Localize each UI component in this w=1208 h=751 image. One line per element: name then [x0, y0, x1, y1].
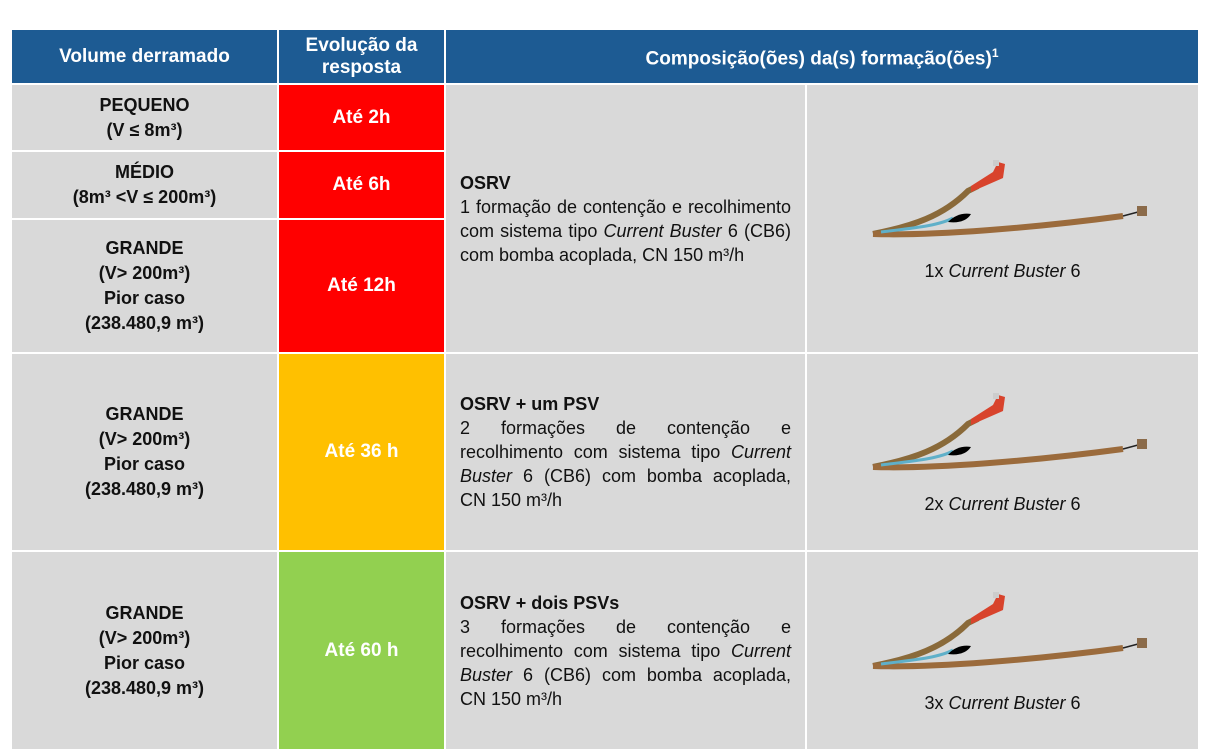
- response-time: Até 60 h: [278, 551, 445, 750]
- boom-illustration: [853, 588, 1153, 688]
- volume-line: GRANDE: [22, 601, 267, 626]
- volume-line: GRANDE: [22, 236, 267, 261]
- rich-text: 6: [1066, 494, 1081, 514]
- volume-line: Pior caso: [22, 286, 267, 311]
- illustration-caption: 2x Current Buster 6: [817, 494, 1188, 515]
- rich-text: Current Buster: [603, 221, 721, 241]
- header-cell: Composição(ões) da(s) formação(ões)1: [445, 29, 1199, 84]
- volume-line: Pior caso: [22, 651, 267, 676]
- volume-cell: GRANDE(V> 200m³)Pior caso(238.480,9 m³): [11, 219, 278, 353]
- rich-text: Current Buster: [948, 261, 1065, 281]
- header-text: Composição(ões) da(s) formação(ões): [646, 49, 992, 70]
- volume-line: (V> 200m³): [22, 261, 267, 286]
- illustration-caption: 1x Current Buster 6: [817, 261, 1188, 282]
- illustration-cell: 1x Current Buster 6: [806, 84, 1199, 353]
- boom-illustration: [853, 389, 1153, 489]
- volume-line: Pior caso: [22, 452, 267, 477]
- composition-title: OSRV: [460, 171, 791, 195]
- header-cell: Evolução da resposta: [278, 29, 445, 84]
- rich-text: 2x: [924, 494, 948, 514]
- volume-cell: PEQUENO(V ≤ 8m³): [11, 84, 278, 151]
- volume-line: (V ≤ 8m³): [22, 118, 267, 143]
- illustration-cell: 2x Current Buster 6: [806, 353, 1199, 551]
- body: Volume derramado Evolução da resposta Co…: [0, 0, 1208, 749]
- footnote-mark: 1: [992, 46, 999, 60]
- volume-line: (V> 200m³): [22, 427, 267, 452]
- volume-cell: MÉDIO(8m³ <V ≤ 200m³): [11, 151, 278, 219]
- response-time: Até 36 h: [278, 353, 445, 551]
- illustration: [817, 588, 1188, 693]
- volume-line: (8m³ <V ≤ 200m³): [22, 185, 267, 210]
- response-time: Até 2h: [278, 84, 445, 151]
- composition-title: OSRV + dois PSVs: [460, 591, 791, 615]
- response-time: Até 6h: [278, 151, 445, 219]
- boom-illustration: [853, 156, 1153, 256]
- table-row: GRANDE(V> 200m³)Pior caso(238.480,9 m³)A…: [11, 353, 1199, 551]
- rich-text: 6: [1066, 693, 1081, 713]
- composition-description: 3 formações de contenção e recolhimento …: [460, 615, 791, 711]
- volume-line: MÉDIO: [22, 160, 267, 185]
- volume-line: (238.480,9 m³): [22, 311, 267, 336]
- rich-text: 1x: [924, 261, 948, 281]
- volume-line: GRANDE: [22, 402, 267, 427]
- volume-line: (V> 200m³): [22, 626, 267, 651]
- illustration: [817, 389, 1188, 494]
- volume-line: (238.480,9 m³): [22, 676, 267, 701]
- rich-text: Current Buster: [948, 494, 1065, 514]
- illustration-cell: 3x Current Buster 6: [806, 551, 1199, 750]
- volume-line: PEQUENO: [22, 93, 267, 118]
- table-row: GRANDE(V> 200m³)Pior caso(238.480,9 m³)A…: [11, 551, 1199, 750]
- rich-text: 3x: [924, 693, 948, 713]
- composition-description: 2 formações de contenção e recolhimento …: [460, 416, 791, 512]
- volume-line: (238.480,9 m³): [22, 477, 267, 502]
- response-time: Até 12h: [278, 219, 445, 353]
- composition-description: 1 formação de contenção e recolhimento c…: [460, 195, 791, 267]
- rich-text: Current Buster: [948, 693, 1065, 713]
- header-row: Volume derramado Evolução da resposta Co…: [11, 29, 1199, 84]
- response-table: Volume derramado Evolução da resposta Co…: [10, 28, 1200, 751]
- volume-cell: GRANDE(V> 200m³)Pior caso(238.480,9 m³): [11, 353, 278, 551]
- page: {"table": { "header": ["Volume derramado…: [0, 0, 1208, 749]
- composition-title: OSRV + um PSV: [460, 392, 791, 416]
- rich-text: 6: [1066, 261, 1081, 281]
- header-cell: Volume derramado: [11, 29, 278, 84]
- illustration: [817, 156, 1188, 261]
- volume-cell: GRANDE(V> 200m³)Pior caso(238.480,9 m³): [11, 551, 278, 750]
- illustration-caption: 3x Current Buster 6: [817, 693, 1188, 714]
